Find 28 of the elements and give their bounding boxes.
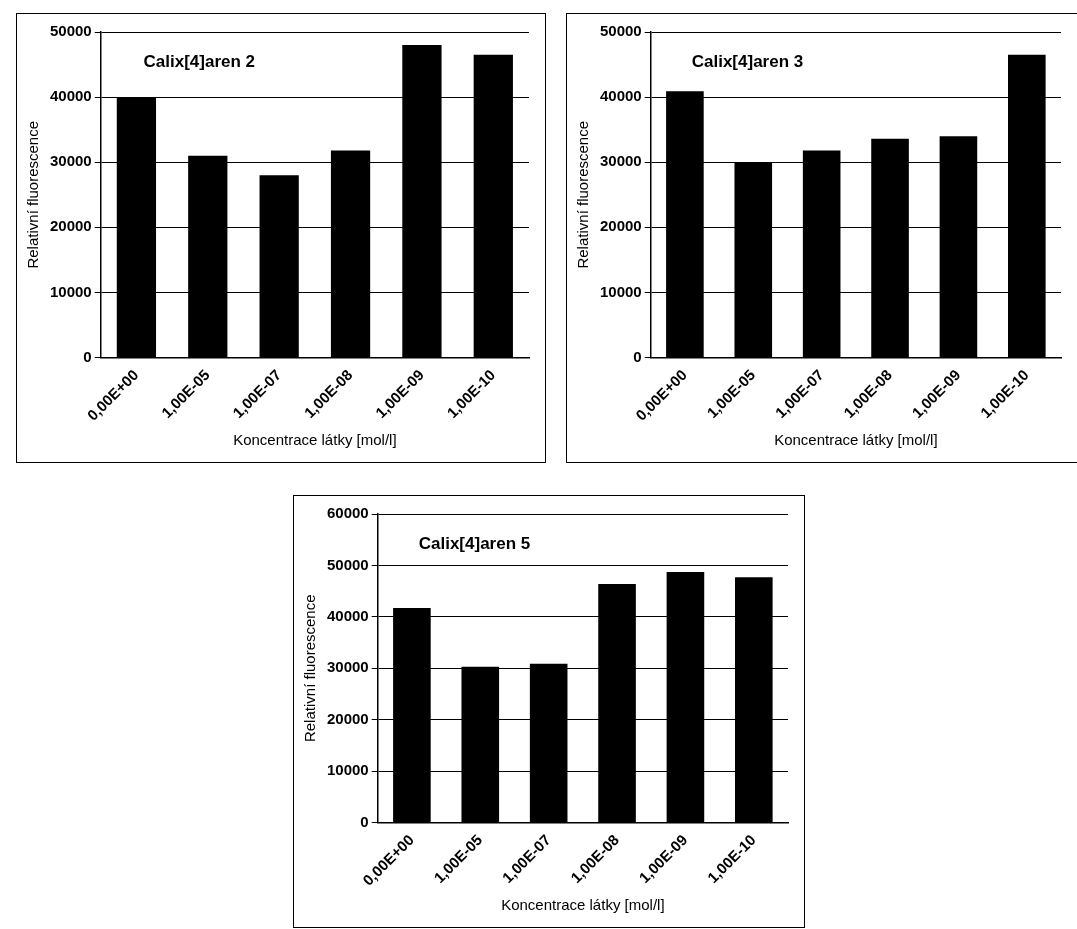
y-tick-label: 20000: [326, 709, 369, 727]
x-axis-title: Koncentrace látky [mol/l]: [774, 431, 938, 449]
y-tick-label: 20000: [49, 217, 92, 235]
y-tick-label: 30000: [326, 658, 369, 676]
y-tick-label: 50000: [49, 22, 92, 40]
y-tick-label: 40000: [326, 606, 369, 624]
y-tick-label: 60000: [326, 504, 369, 522]
y-tick-label: 40000: [49, 87, 92, 105]
y-axis-title: Relativní fluorescence: [24, 120, 42, 269]
y-axis-title: Relativní fluorescence: [301, 594, 319, 743]
y-tick-label: 0: [360, 812, 369, 830]
y-tick-label: 40000: [599, 87, 642, 105]
text: Calix[4]aren 3: [691, 51, 804, 71]
y-tick-label: 10000: [599, 282, 642, 300]
y-tick-label: 0: [633, 347, 642, 365]
y-tick-label: 0: [83, 347, 92, 365]
x-axis-title: Koncentrace látky [mol/l]: [233, 431, 397, 449]
x-axis-title: Koncentrace látky [mol/l]: [501, 896, 665, 914]
y-tick-label: 20000: [599, 217, 642, 235]
text: Calix[4]aren 2: [143, 51, 256, 71]
text: Calix[4]aren 5: [418, 533, 531, 553]
y-tick-label: 30000: [49, 152, 92, 170]
y-axis-title: Relativní fluorescence: [574, 120, 592, 269]
y-tick-label: 30000: [599, 152, 642, 170]
y-tick-label: 10000: [49, 282, 92, 300]
y-tick-label: 50000: [326, 555, 369, 573]
y-tick-label: 10000: [326, 761, 369, 779]
y-tick-label: 50000: [599, 22, 642, 40]
